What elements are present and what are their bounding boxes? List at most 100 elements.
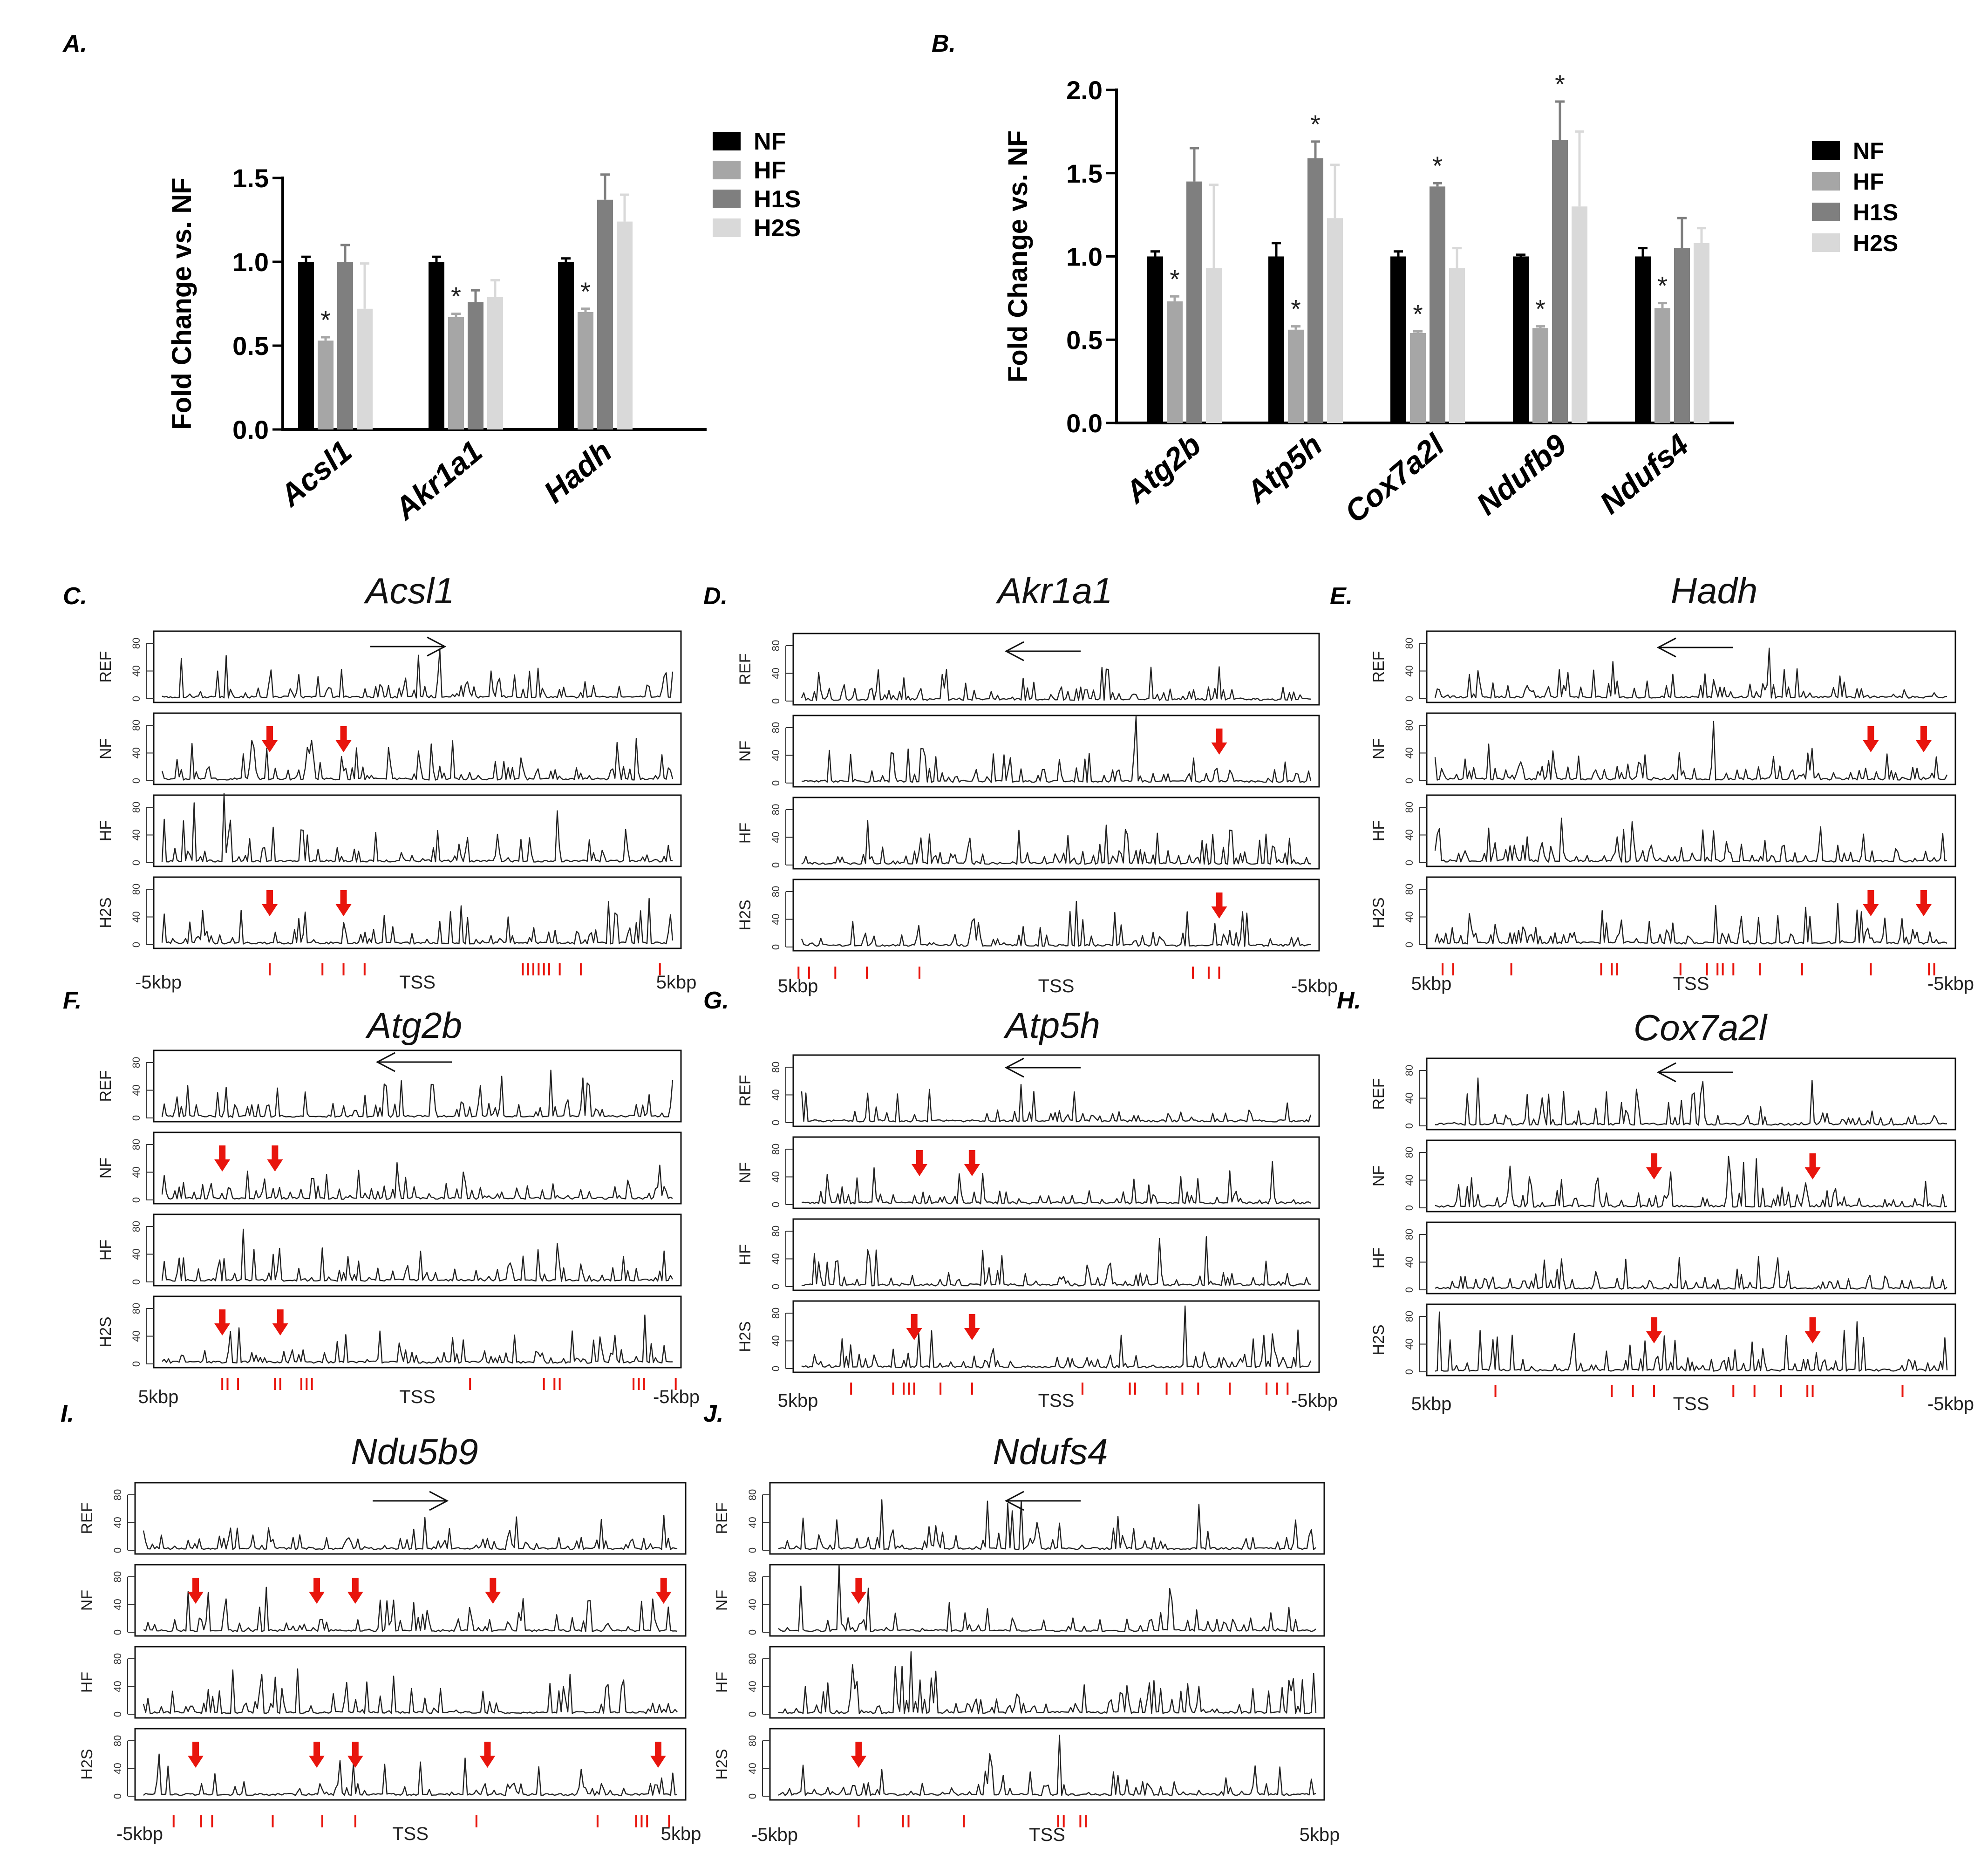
y-tick-label: 1.0 <box>1066 242 1103 272</box>
x-label: 5kbp <box>778 1390 818 1411</box>
track-label: REF <box>1370 651 1388 683</box>
gene-title: Ndufs4 <box>993 1431 1108 1472</box>
gene-title: Ndu5b9 <box>351 1431 478 1472</box>
x-label: TSS <box>1038 976 1075 996</box>
y-tick-label: 0.0 <box>1066 409 1103 438</box>
track-y-tick-label: 0 <box>747 1793 758 1799</box>
track-y-tick-label: 80 <box>130 802 142 813</box>
signal-trace <box>801 715 1312 783</box>
legend-label: HF <box>754 157 786 184</box>
track-y-tick-label: 0 <box>1403 1205 1415 1211</box>
track-y-tick-label: 80 <box>130 720 142 731</box>
signal-trace <box>161 1070 674 1118</box>
red-arrow <box>851 1742 867 1768</box>
red-arrow <box>309 1742 325 1768</box>
track-y-tick-label: 80 <box>770 1226 782 1237</box>
track-label: NF <box>97 1158 115 1179</box>
track-frame-nf <box>153 1131 682 1205</box>
x-label: -5kbp <box>751 1825 798 1845</box>
track-y-tick-label: 40 <box>770 831 782 843</box>
red-arrow <box>906 1314 922 1340</box>
track-y-tick-label: 80 <box>130 1303 142 1314</box>
gene-title: Akr1a1 <box>995 570 1112 611</box>
track-y-tick-label: 0 <box>112 1711 123 1717</box>
gene-title: Atp5h <box>1003 1005 1100 1046</box>
signal-trace <box>801 900 1311 947</box>
bar-nf <box>298 262 314 429</box>
bar-h1s <box>337 262 353 429</box>
signal-trace <box>801 820 1311 865</box>
y-tick-label: 0.5 <box>1066 325 1103 354</box>
bar-h1s <box>468 302 483 429</box>
red-arrow <box>1646 1317 1662 1343</box>
x-label: TSS <box>1673 974 1709 994</box>
significance-star: * <box>1310 109 1321 139</box>
track-y-tick-label: 40 <box>770 1335 782 1346</box>
track-panel-cox7a2l: H. Cox7a2l REF 0 40 80 NF 0 40 80 HF 0 40 80 H2S 0 40 80 5… <box>1337 987 1974 1414</box>
signal-trace <box>801 1083 1312 1123</box>
track-y-tick-label: 40 <box>112 1681 123 1692</box>
track-y-tick-label: 0 <box>1403 942 1415 947</box>
track-y-tick-label: 0 <box>130 778 142 784</box>
track-y-tick-label: 40 <box>1403 1174 1415 1185</box>
red-arrow <box>911 1150 927 1176</box>
red-arrow <box>1804 1153 1821 1179</box>
track-label: H2S <box>97 897 115 928</box>
bar-hf <box>448 317 464 429</box>
track-y-tick-label: 0 <box>1403 778 1415 784</box>
track-y-tick-label: 0 <box>770 698 782 704</box>
track-frame-nf <box>134 1564 687 1637</box>
signal-trace <box>801 666 1311 701</box>
track-frame-h2s <box>792 879 1320 952</box>
track-label: HF <box>97 820 115 841</box>
track-frame-hf <box>153 794 682 867</box>
track-y-tick-label: 80 <box>1403 1147 1415 1158</box>
track-frame-ref <box>769 1482 1325 1555</box>
legend-swatch-nf <box>713 132 741 150</box>
track-y-tick-label: 40 <box>747 1517 758 1528</box>
track-label: NF <box>78 1590 96 1611</box>
track-label: HF <box>78 1672 96 1693</box>
strand-arrow-icon <box>1656 637 1733 658</box>
panel-label: G. <box>703 987 729 1014</box>
track-y-tick-label: 40 <box>1403 829 1415 840</box>
track-y-tick-label: 40 <box>770 668 782 679</box>
legend-swatch-h1s <box>713 190 741 208</box>
track-panel-ndufs4: J. Ndufs4 REF 0 40 80 NF 0 40 80 HF 0 40 80 H2S 0 40 80 -5… <box>703 1400 1340 1845</box>
bar-hf <box>578 312 593 429</box>
track-y-tick-label: 0 <box>1403 1123 1415 1129</box>
strand-arrow-icon <box>1004 1491 1081 1511</box>
y-tick-label: 1.0 <box>232 247 269 277</box>
track-y-tick-label: 0 <box>1403 696 1415 702</box>
bar-nf <box>1390 256 1406 423</box>
track-label: HF <box>97 1240 115 1260</box>
signal-trace <box>1434 818 1947 863</box>
track-label: REF <box>78 1503 96 1534</box>
track-label: REF <box>736 1075 754 1107</box>
track-y-tick-label: 80 <box>747 1653 758 1664</box>
track-frame-nf <box>769 1564 1325 1637</box>
signal-trace <box>1434 903 1947 945</box>
red-arrow <box>188 1578 204 1604</box>
bar-h2s <box>487 297 503 429</box>
y-tick-label: 2.0 <box>1066 75 1103 105</box>
x-label: 5kbp <box>778 976 818 996</box>
signal-trace <box>1435 1156 1947 1208</box>
track-frame-nf <box>792 715 1320 788</box>
significance-star: * <box>1170 264 1180 293</box>
track-panel-atp5h: G. Atp5h REF 0 40 80 NF 0 40 80 HF 0 40 80 H2S 0 40 80 5kb… <box>703 987 1338 1411</box>
red-arrow <box>347 1742 363 1768</box>
track-frame-nf <box>153 712 682 785</box>
track-y-tick-label: 80 <box>112 1735 123 1746</box>
track-y-tick-label: 80 <box>770 722 782 733</box>
red-arrow <box>214 1145 231 1172</box>
track-y-tick-label: 80 <box>130 1057 142 1068</box>
track-y-tick-label: 0 <box>130 860 142 865</box>
track-frame-hf <box>792 1218 1320 1291</box>
legend-label: H1S <box>1853 199 1898 225</box>
bar-h2s <box>1449 268 1465 423</box>
track-y-tick-label: 80 <box>770 804 782 815</box>
track-y-tick-label: 80 <box>1403 1229 1415 1240</box>
